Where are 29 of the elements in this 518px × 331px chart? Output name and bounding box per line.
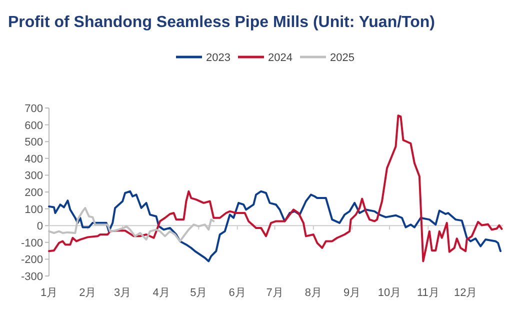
x-tick-label: 2月 (79, 287, 96, 299)
x-tick-label: 10月 (378, 287, 402, 299)
x-tick-label: 3月 (114, 287, 132, 299)
y-tick-label: -300 (20, 271, 43, 283)
x-tick-label: 11月 (416, 287, 440, 299)
y-tick-label: -200 (20, 254, 43, 266)
legend-label: 2025 (330, 52, 354, 64)
x-tick-label: 6月 (228, 287, 246, 299)
y-tick-label: 200 (24, 187, 43, 199)
x-tick-label: 12月 (454, 287, 478, 299)
x-tick-label: 1月 (40, 287, 58, 299)
y-tick-label: 0 (36, 220, 43, 233)
y-tick-label: -100 (20, 237, 43, 250)
x-tick-label: 5月 (190, 287, 208, 299)
y-tick-label: 600 (24, 120, 43, 132)
y-tick-label: 300 (24, 170, 43, 182)
x-tick-label: 7月 (266, 287, 284, 299)
title: Profit of Shandong Seamless Pipe Mills (Unit: Yuan/Ton) (8, 14, 435, 31)
x-tick-label: 8月 (304, 287, 322, 299)
legend-label: 2024 (268, 52, 292, 64)
y-tick-label: 100 (24, 204, 43, 216)
x-tick-label: 4月 (152, 287, 170, 299)
line-series (48, 114, 503, 262)
y-tick-label: 500 (24, 136, 43, 149)
y-tick-label: 400 (24, 153, 43, 166)
line-series (48, 190, 502, 262)
legend-label: 2023 (206, 52, 230, 64)
y-tick-label: 700 (24, 103, 43, 115)
x-tick-label: 9月 (344, 287, 361, 299)
